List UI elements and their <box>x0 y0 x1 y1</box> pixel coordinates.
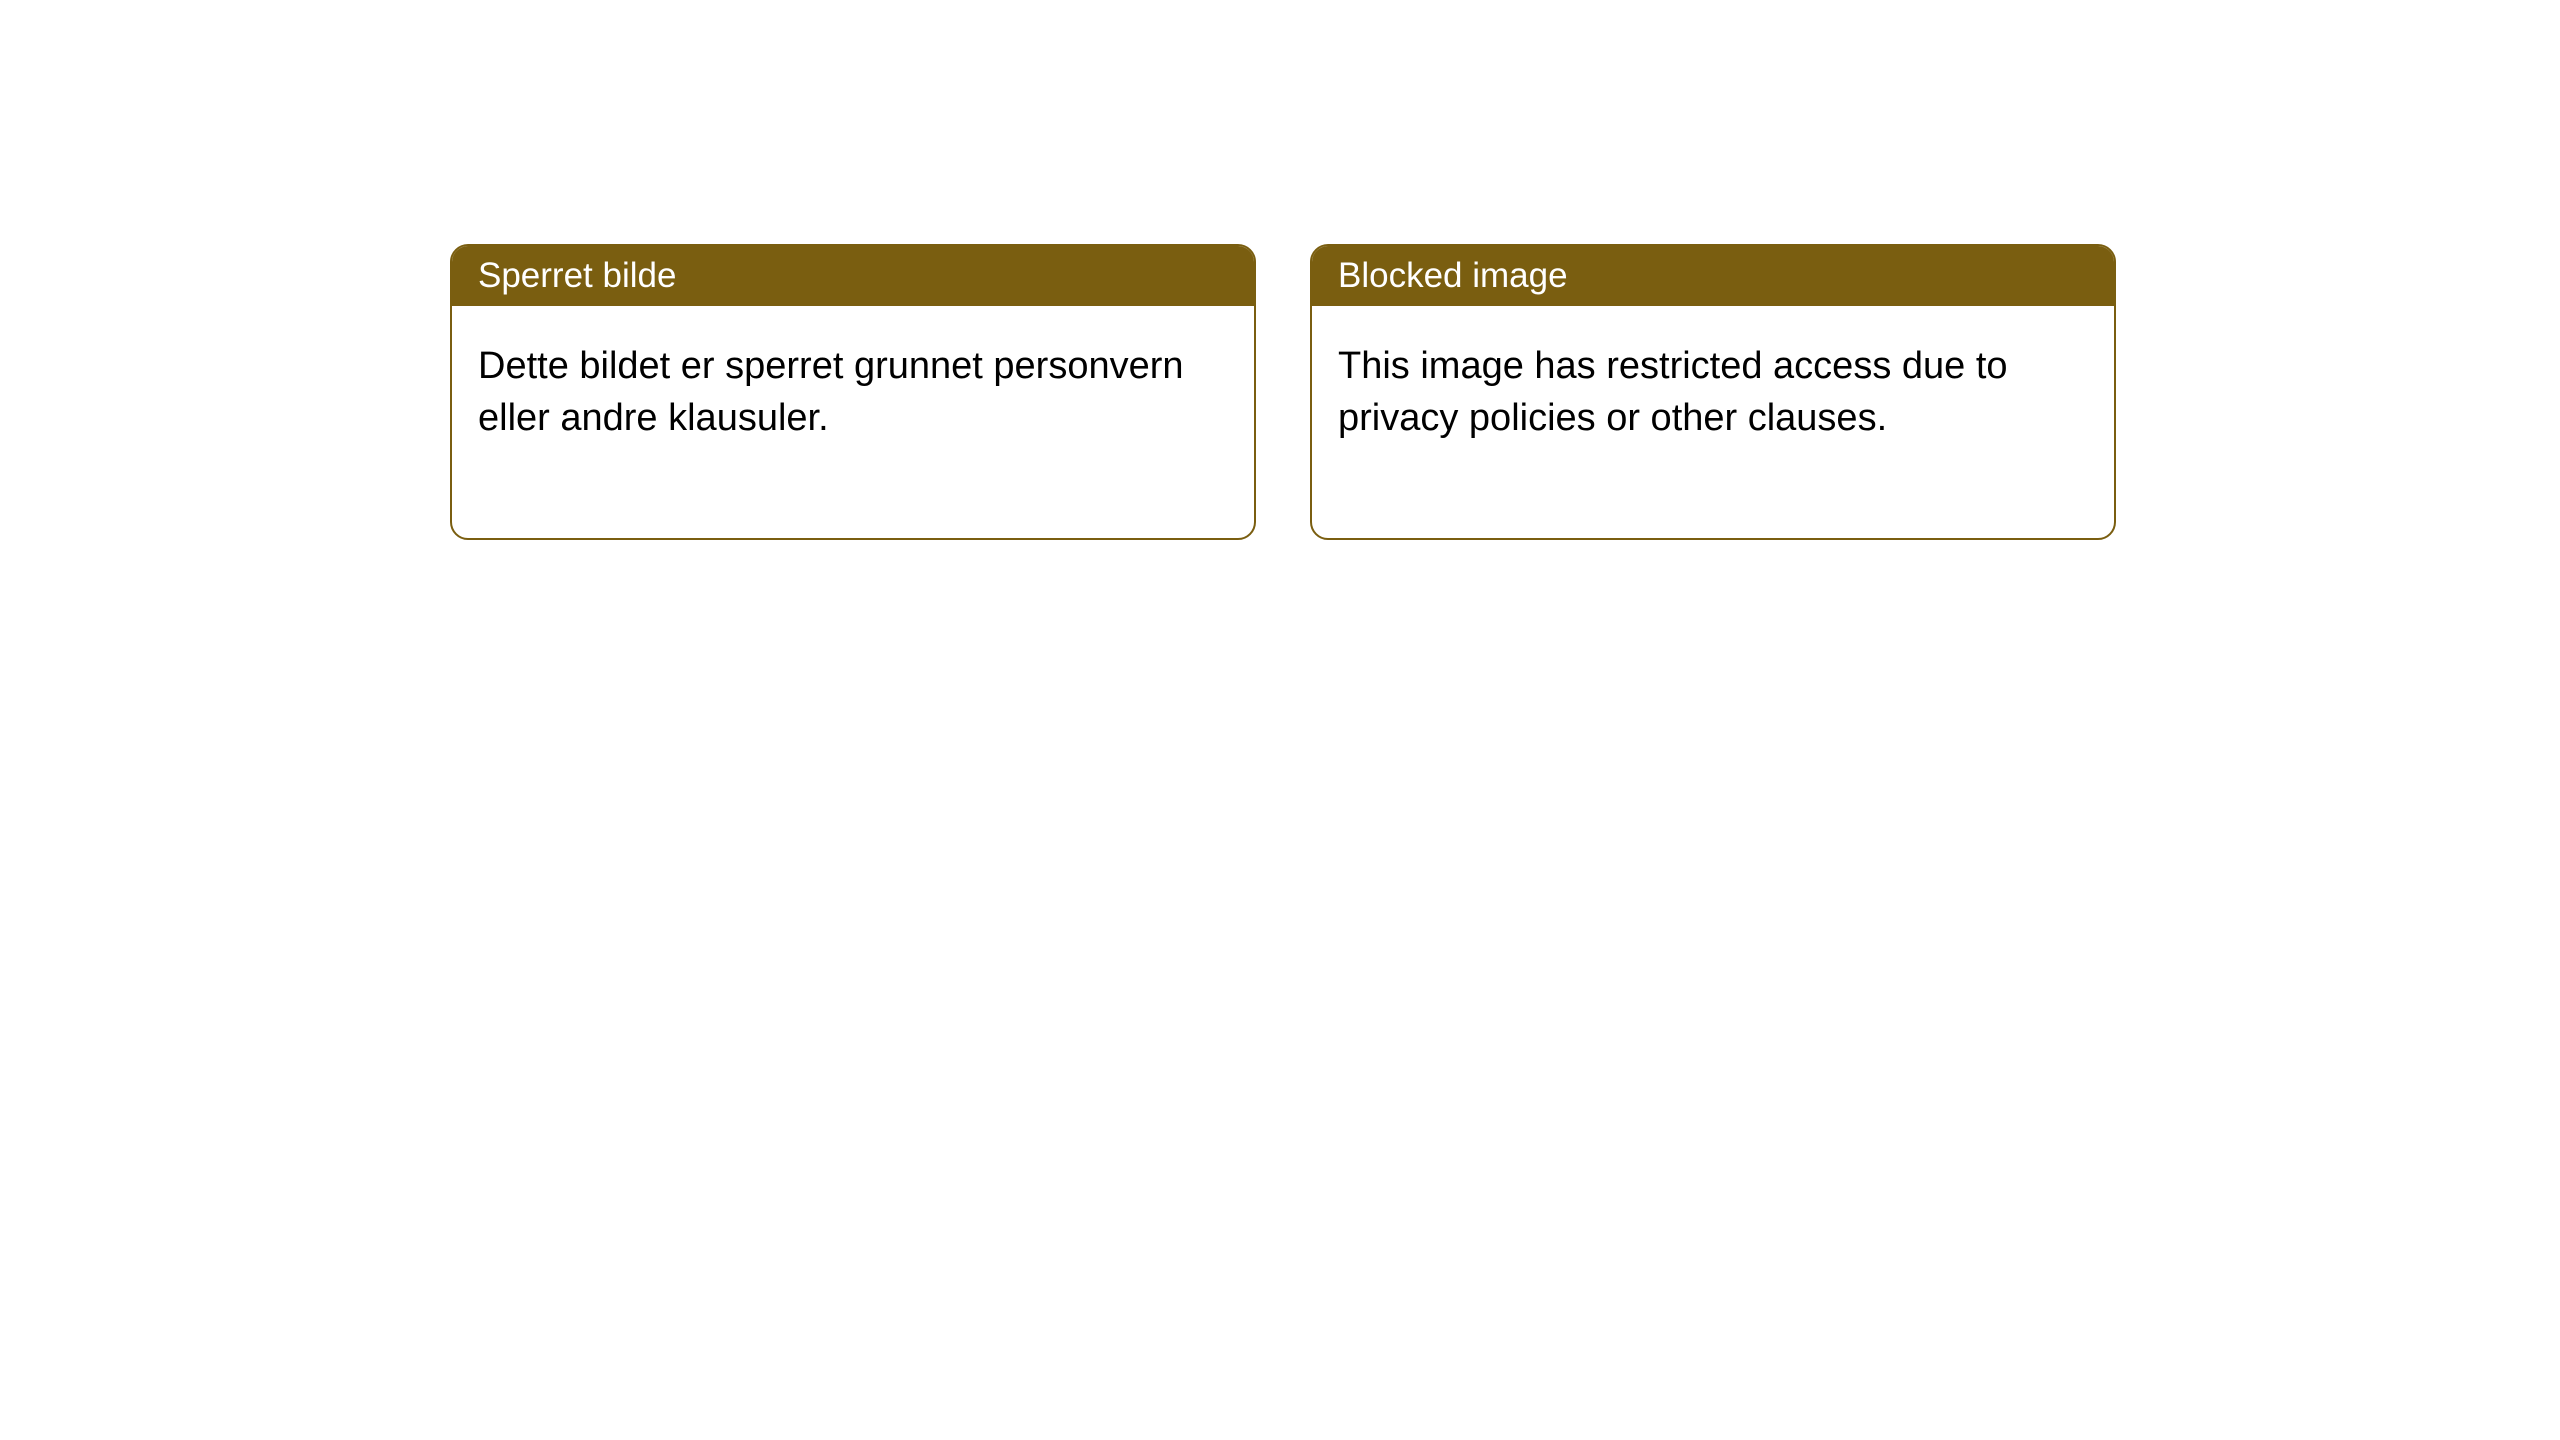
card-title: Blocked image <box>1338 256 1568 295</box>
notice-card-norwegian: Sperret bilde Dette bildet er sperret gr… <box>450 244 1256 540</box>
card-header-english: Blocked image <box>1312 246 2114 306</box>
card-body-english: This image has restricted access due to … <box>1312 306 2114 538</box>
card-title: Sperret bilde <box>478 256 676 295</box>
card-body-text: This image has restricted access due to … <box>1338 345 2008 439</box>
card-body-norwegian: Dette bildet er sperret grunnet personve… <box>452 306 1254 538</box>
notice-container: Sperret bilde Dette bildet er sperret gr… <box>0 0 2560 540</box>
card-header-norwegian: Sperret bilde <box>452 246 1254 306</box>
card-body-text: Dette bildet er sperret grunnet personve… <box>478 345 1184 439</box>
notice-card-english: Blocked image This image has restricted … <box>1310 244 2116 540</box>
